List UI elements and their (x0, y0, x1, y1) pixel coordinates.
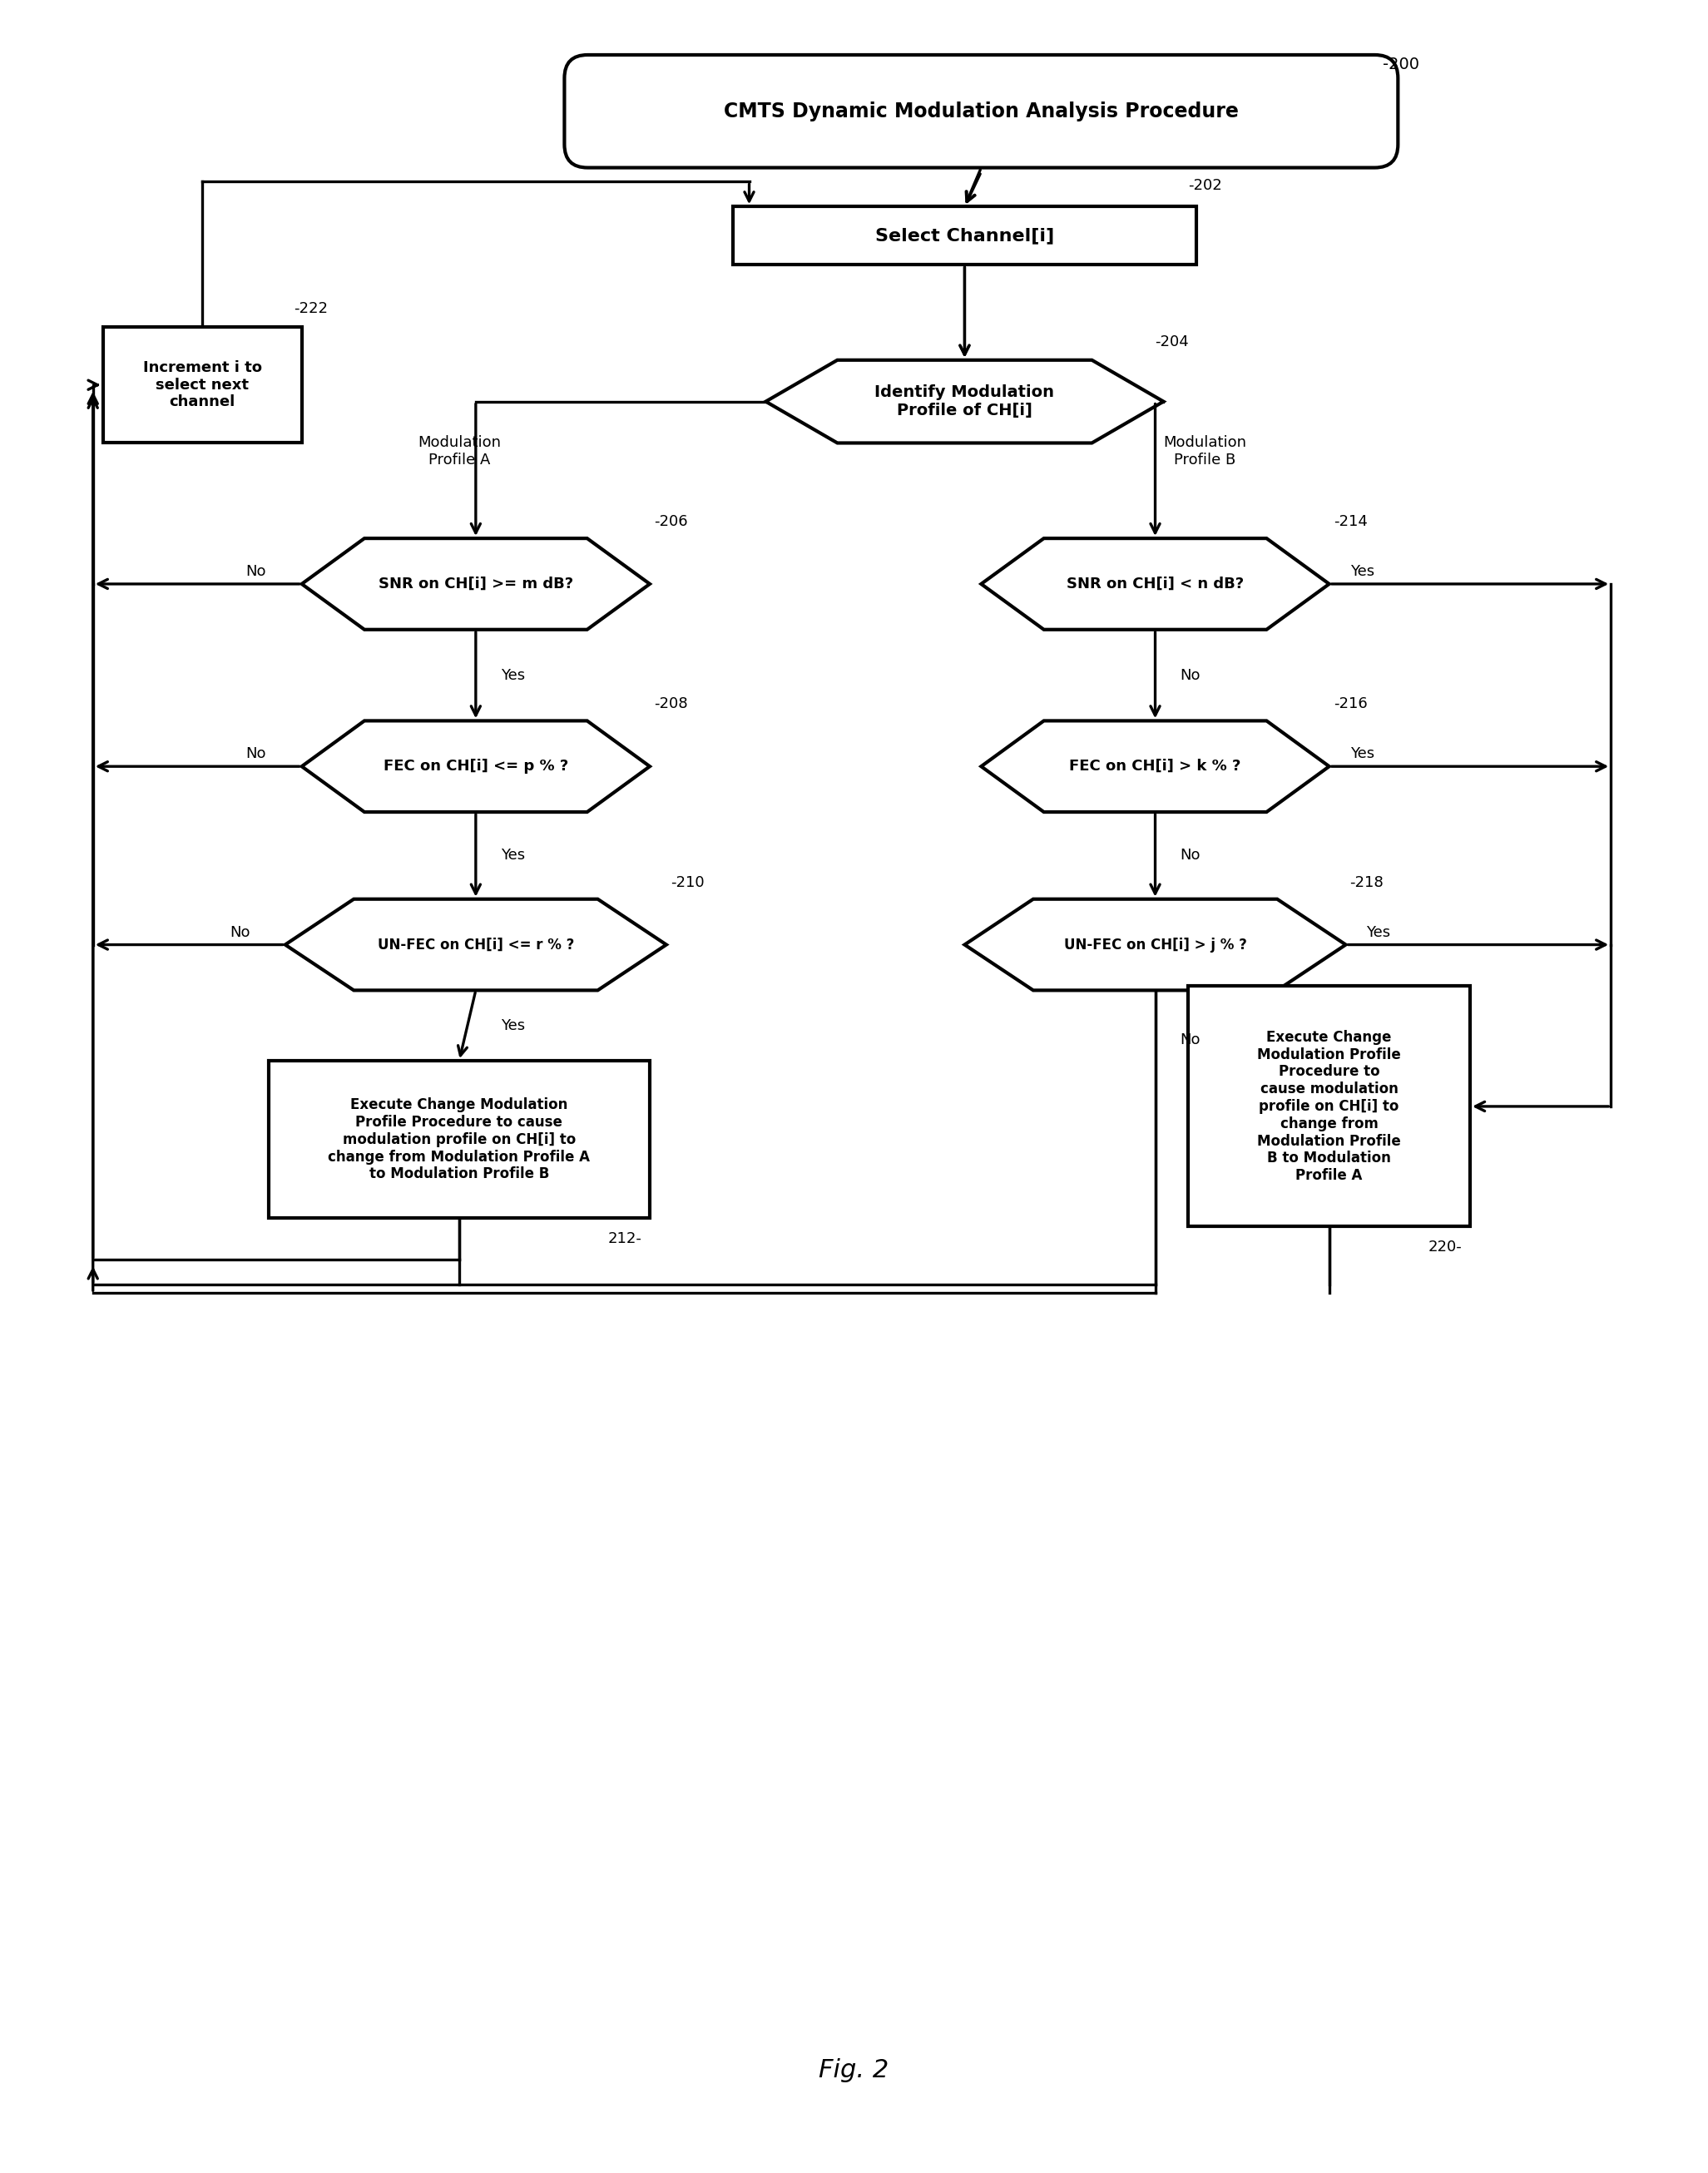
Polygon shape (765, 361, 1163, 443)
Text: SNR on CH[i] < n dB?: SNR on CH[i] < n dB? (1066, 576, 1243, 591)
Polygon shape (980, 539, 1329, 630)
Text: No: No (229, 926, 249, 939)
Text: No: No (1180, 667, 1201, 682)
Text: Identify Modulation
Profile of CH[i]: Identify Modulation Profile of CH[i] (874, 385, 1054, 419)
Text: Modulation
Profile B: Modulation Profile B (1163, 435, 1247, 467)
Text: No: No (246, 748, 266, 761)
Text: -216: -216 (1334, 698, 1366, 713)
Bar (268, 1060, 649, 1219)
Text: -208: -208 (654, 698, 688, 713)
Text: 212-: 212- (608, 1232, 642, 1247)
Text: Yes: Yes (500, 667, 524, 682)
Text: -204: -204 (1155, 335, 1189, 350)
Text: Fig. 2: Fig. 2 (818, 2058, 890, 2082)
Text: Execute Change Modulation
Profile Procedure to cause
modulation profile on CH[i]: Execute Change Modulation Profile Proced… (328, 1097, 591, 1182)
Text: Increment i to
select next
channel: Increment i to select next channel (143, 361, 261, 411)
Polygon shape (980, 721, 1329, 813)
Text: No: No (246, 565, 266, 578)
Text: No: No (1180, 1032, 1201, 1047)
Text: Yes: Yes (500, 847, 524, 863)
Text: Yes: Yes (1349, 748, 1375, 761)
Bar (102, 326, 302, 443)
Text: Yes: Yes (1349, 565, 1375, 578)
FancyBboxPatch shape (564, 54, 1397, 167)
Text: -206: -206 (654, 515, 688, 530)
Polygon shape (285, 900, 666, 991)
Polygon shape (965, 900, 1346, 991)
Text: FEC on CH[i] <= p % ?: FEC on CH[i] <= p % ? (383, 758, 569, 774)
Text: 220-: 220- (1428, 1241, 1462, 1254)
Text: -202: -202 (1189, 178, 1223, 193)
Polygon shape (302, 721, 649, 813)
Text: No: No (1180, 847, 1201, 863)
Polygon shape (302, 539, 649, 630)
Text: Yes: Yes (500, 1019, 524, 1032)
Text: Yes: Yes (1366, 926, 1390, 939)
Text: Execute Change
Modulation Profile
Procedure to
cause modulation
profile on CH[i]: Execute Change Modulation Profile Proced… (1257, 1030, 1401, 1182)
Text: Modulation
Profile A: Modulation Profile A (417, 435, 500, 467)
Text: -200: -200 (1383, 56, 1419, 72)
Bar (733, 206, 1197, 265)
Text: UN-FEC on CH[i] <= r % ?: UN-FEC on CH[i] <= r % ? (377, 937, 574, 952)
Text: SNR on CH[i] >= m dB?: SNR on CH[i] >= m dB? (379, 576, 574, 591)
Text: -214: -214 (1334, 515, 1368, 530)
Text: -218: -218 (1349, 876, 1383, 891)
Text: CMTS Dynamic Modulation Analysis Procedure: CMTS Dynamic Modulation Analysis Procedu… (724, 102, 1238, 122)
Text: -222: -222 (294, 302, 328, 315)
Text: UN-FEC on CH[i] > j % ?: UN-FEC on CH[i] > j % ? (1064, 937, 1247, 952)
Text: FEC on CH[i] > k % ?: FEC on CH[i] > k % ? (1069, 758, 1242, 774)
Bar (1189, 987, 1471, 1226)
Text: -210: -210 (671, 876, 704, 891)
Text: Select Channel[i]: Select Channel[i] (874, 228, 1054, 243)
